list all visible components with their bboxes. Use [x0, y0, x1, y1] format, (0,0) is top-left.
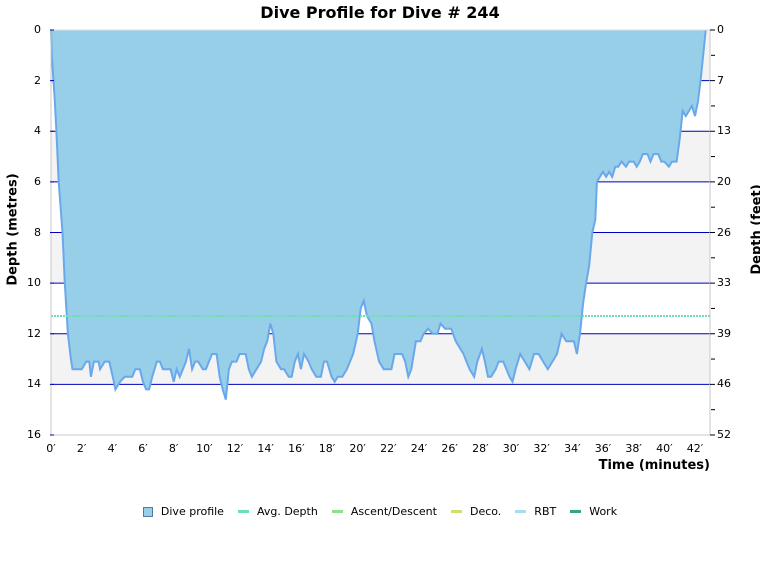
- x-tick-label: 36′: [594, 442, 612, 455]
- y-left-tick-label: 16: [27, 428, 41, 441]
- x-tick-label: 32′: [533, 442, 550, 455]
- x-tick-label: 4′: [107, 442, 118, 455]
- y-left-tick-label: 12: [27, 326, 41, 340]
- ascent-descent-swatch-icon: [331, 510, 343, 513]
- x-tick-label: 22′: [380, 442, 397, 455]
- x-tick-label: 26′: [441, 442, 458, 455]
- x-tick-label: 14′: [257, 442, 274, 455]
- y-left-tick-label: 2: [34, 73, 41, 87]
- y-axis-left-label: Depth (metres): [5, 173, 21, 286]
- y-right-tick-label: 20: [717, 174, 731, 188]
- legend: Dive profile Avg. Depth Ascent/Descent D…: [0, 505, 760, 518]
- x-tick-label: 34′: [564, 442, 581, 455]
- legend-item-ascent-descent[interactable]: Ascent/Descent: [331, 505, 437, 518]
- x-tick-label: 2′: [76, 442, 87, 455]
- y-left-tick-label: 10: [27, 276, 41, 290]
- legend-item-avg-depth[interactable]: Avg. Depth: [237, 505, 318, 518]
- legend-item-dive-profile[interactable]: Dive profile: [142, 505, 224, 518]
- legend-item-work[interactable]: Work: [570, 505, 617, 518]
- x-axis-label: Time (minutes): [598, 458, 710, 473]
- y-left-tick-label: 6: [34, 174, 41, 188]
- y-left-tick-label: 8: [34, 225, 41, 239]
- rbt-swatch-icon: [515, 510, 527, 513]
- x-tick-label: 8′: [168, 442, 179, 455]
- work-swatch-icon: [570, 510, 582, 513]
- y-right-tick-label: 46: [717, 377, 731, 391]
- y-right-tick-label: 39: [717, 326, 731, 340]
- y-right-tick-label: 52: [717, 428, 731, 441]
- dive-profile-swatch-icon: [142, 506, 153, 517]
- x-tick-label: 38′: [625, 442, 642, 455]
- axes: [50, 29, 715, 436]
- x-tick-label: 16′: [288, 442, 305, 455]
- y-right-tick-label: 0: [717, 23, 724, 36]
- x-tick-label: 30′: [502, 442, 520, 455]
- x-tick-label: 0′: [46, 442, 56, 455]
- x-tick-label: 42′: [686, 442, 704, 455]
- y-left-tick-label: 0: [34, 23, 41, 36]
- chart-title: Dive Profile for Dive # 244: [260, 3, 500, 22]
- legend-item-rbt[interactable]: RBT: [515, 505, 556, 518]
- y-left-tick-label: 14: [27, 377, 41, 391]
- legend-item-deco[interactable]: Deco.: [450, 505, 501, 518]
- y-right-tick-label: 26: [717, 225, 731, 239]
- x-tick-label: 20′: [349, 442, 366, 455]
- y-right-tick-label: 7: [717, 73, 724, 87]
- dive-profile-area: [51, 30, 706, 400]
- avg-depth-swatch-icon: [237, 510, 249, 513]
- x-tick-label: 28′: [472, 442, 489, 455]
- x-tick-label: 24′: [410, 442, 428, 455]
- x-tick-label: 40′: [656, 442, 673, 455]
- y-right-tick-label: 13: [717, 124, 731, 138]
- deco-swatch-icon: [450, 510, 462, 513]
- y-axis-right-label: Depth (feet): [749, 184, 760, 275]
- x-tick-label: 6′: [138, 442, 148, 455]
- x-tick-label: 10′: [196, 442, 213, 455]
- y-left-tick-label: 4: [34, 124, 41, 138]
- x-tick-label: 12′: [226, 442, 244, 455]
- y-right-tick-label: 33: [717, 276, 731, 290]
- x-tick-label: 18′: [318, 442, 336, 455]
- dive-profile-line: [50, 29, 707, 400]
